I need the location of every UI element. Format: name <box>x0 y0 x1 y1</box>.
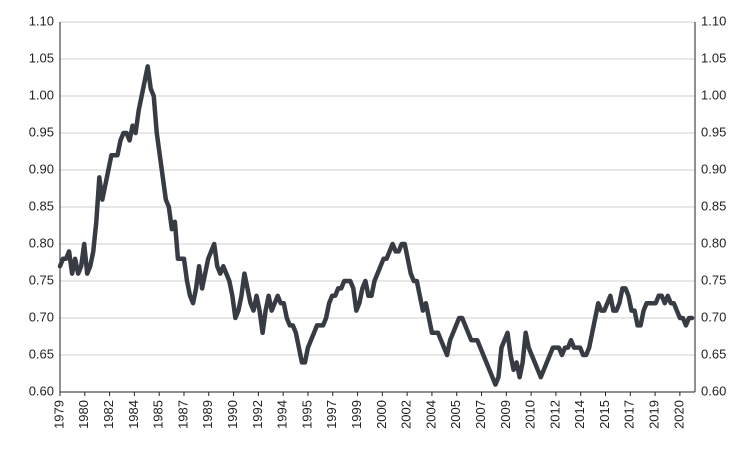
y-tick-label: 0.60 <box>29 383 54 398</box>
x-tick-label: 2009 <box>498 400 513 429</box>
y-tick-label: 1.00 <box>29 87 54 102</box>
x-tick-label: 2020 <box>671 400 686 429</box>
y2-tick-label: 0.65 <box>701 346 726 361</box>
y-tick-label: 0.65 <box>29 346 54 361</box>
y2-tick-label: 0.80 <box>701 235 726 250</box>
y-tick-label: 0.80 <box>29 235 54 250</box>
y2-tick-label: 1.10 <box>701 13 726 28</box>
x-tick-label: 2004 <box>423 400 438 429</box>
y-tick-label: 0.90 <box>29 161 54 176</box>
y-tick-label: 0.75 <box>29 272 54 287</box>
series-line <box>57 64 695 387</box>
x-tick-label: 1982 <box>101 400 116 429</box>
x-tick-label: 1987 <box>175 400 190 429</box>
x-tick-label: 2005 <box>448 400 463 429</box>
y-tick-label: 1.10 <box>29 13 54 28</box>
y-tick-label: 0.85 <box>29 198 54 213</box>
x-tick-label: 1980 <box>76 400 91 429</box>
y2-tick-label: 0.60 <box>701 383 726 398</box>
x-tick-label: 2019 <box>647 400 662 429</box>
y2-tick-label: 0.70 <box>701 309 726 324</box>
y2-tick-label: 0.75 <box>701 272 726 287</box>
x-tick-label: 1984 <box>126 400 141 429</box>
y2-tick-label: 1.05 <box>701 50 726 65</box>
x-tick-label: 2012 <box>547 400 562 429</box>
y2-tick-label: 0.90 <box>701 161 726 176</box>
y-tick-label: 1.05 <box>29 50 54 65</box>
x-tick-label: 2014 <box>572 400 587 429</box>
y-tick-label: 0.70 <box>29 309 54 324</box>
y2-tick-label: 1.00 <box>701 87 726 102</box>
x-tick-label: 2000 <box>374 400 389 429</box>
x-tick-label: 1994 <box>275 400 290 429</box>
x-tick-label: 1992 <box>250 400 265 429</box>
x-tick-label: 2007 <box>473 400 488 429</box>
x-tick-label: 1997 <box>324 400 339 429</box>
x-tick-label: 2015 <box>597 400 612 429</box>
x-tick-label: 2017 <box>622 400 637 429</box>
x-tick-label: 2002 <box>399 400 414 429</box>
y2-tick-label: 0.85 <box>701 198 726 213</box>
x-tick-label: 1990 <box>225 400 240 429</box>
x-tick-label: 2010 <box>523 400 538 429</box>
y2-tick-label: 0.95 <box>701 124 726 139</box>
x-tick-label: 1989 <box>200 400 215 429</box>
x-tick-label: 1995 <box>299 400 314 429</box>
x-tick-label: 1985 <box>151 400 166 429</box>
y-tick-label: 0.95 <box>29 124 54 139</box>
x-tick-label: 1999 <box>349 400 364 429</box>
x-tick-label: 1979 <box>51 400 66 429</box>
